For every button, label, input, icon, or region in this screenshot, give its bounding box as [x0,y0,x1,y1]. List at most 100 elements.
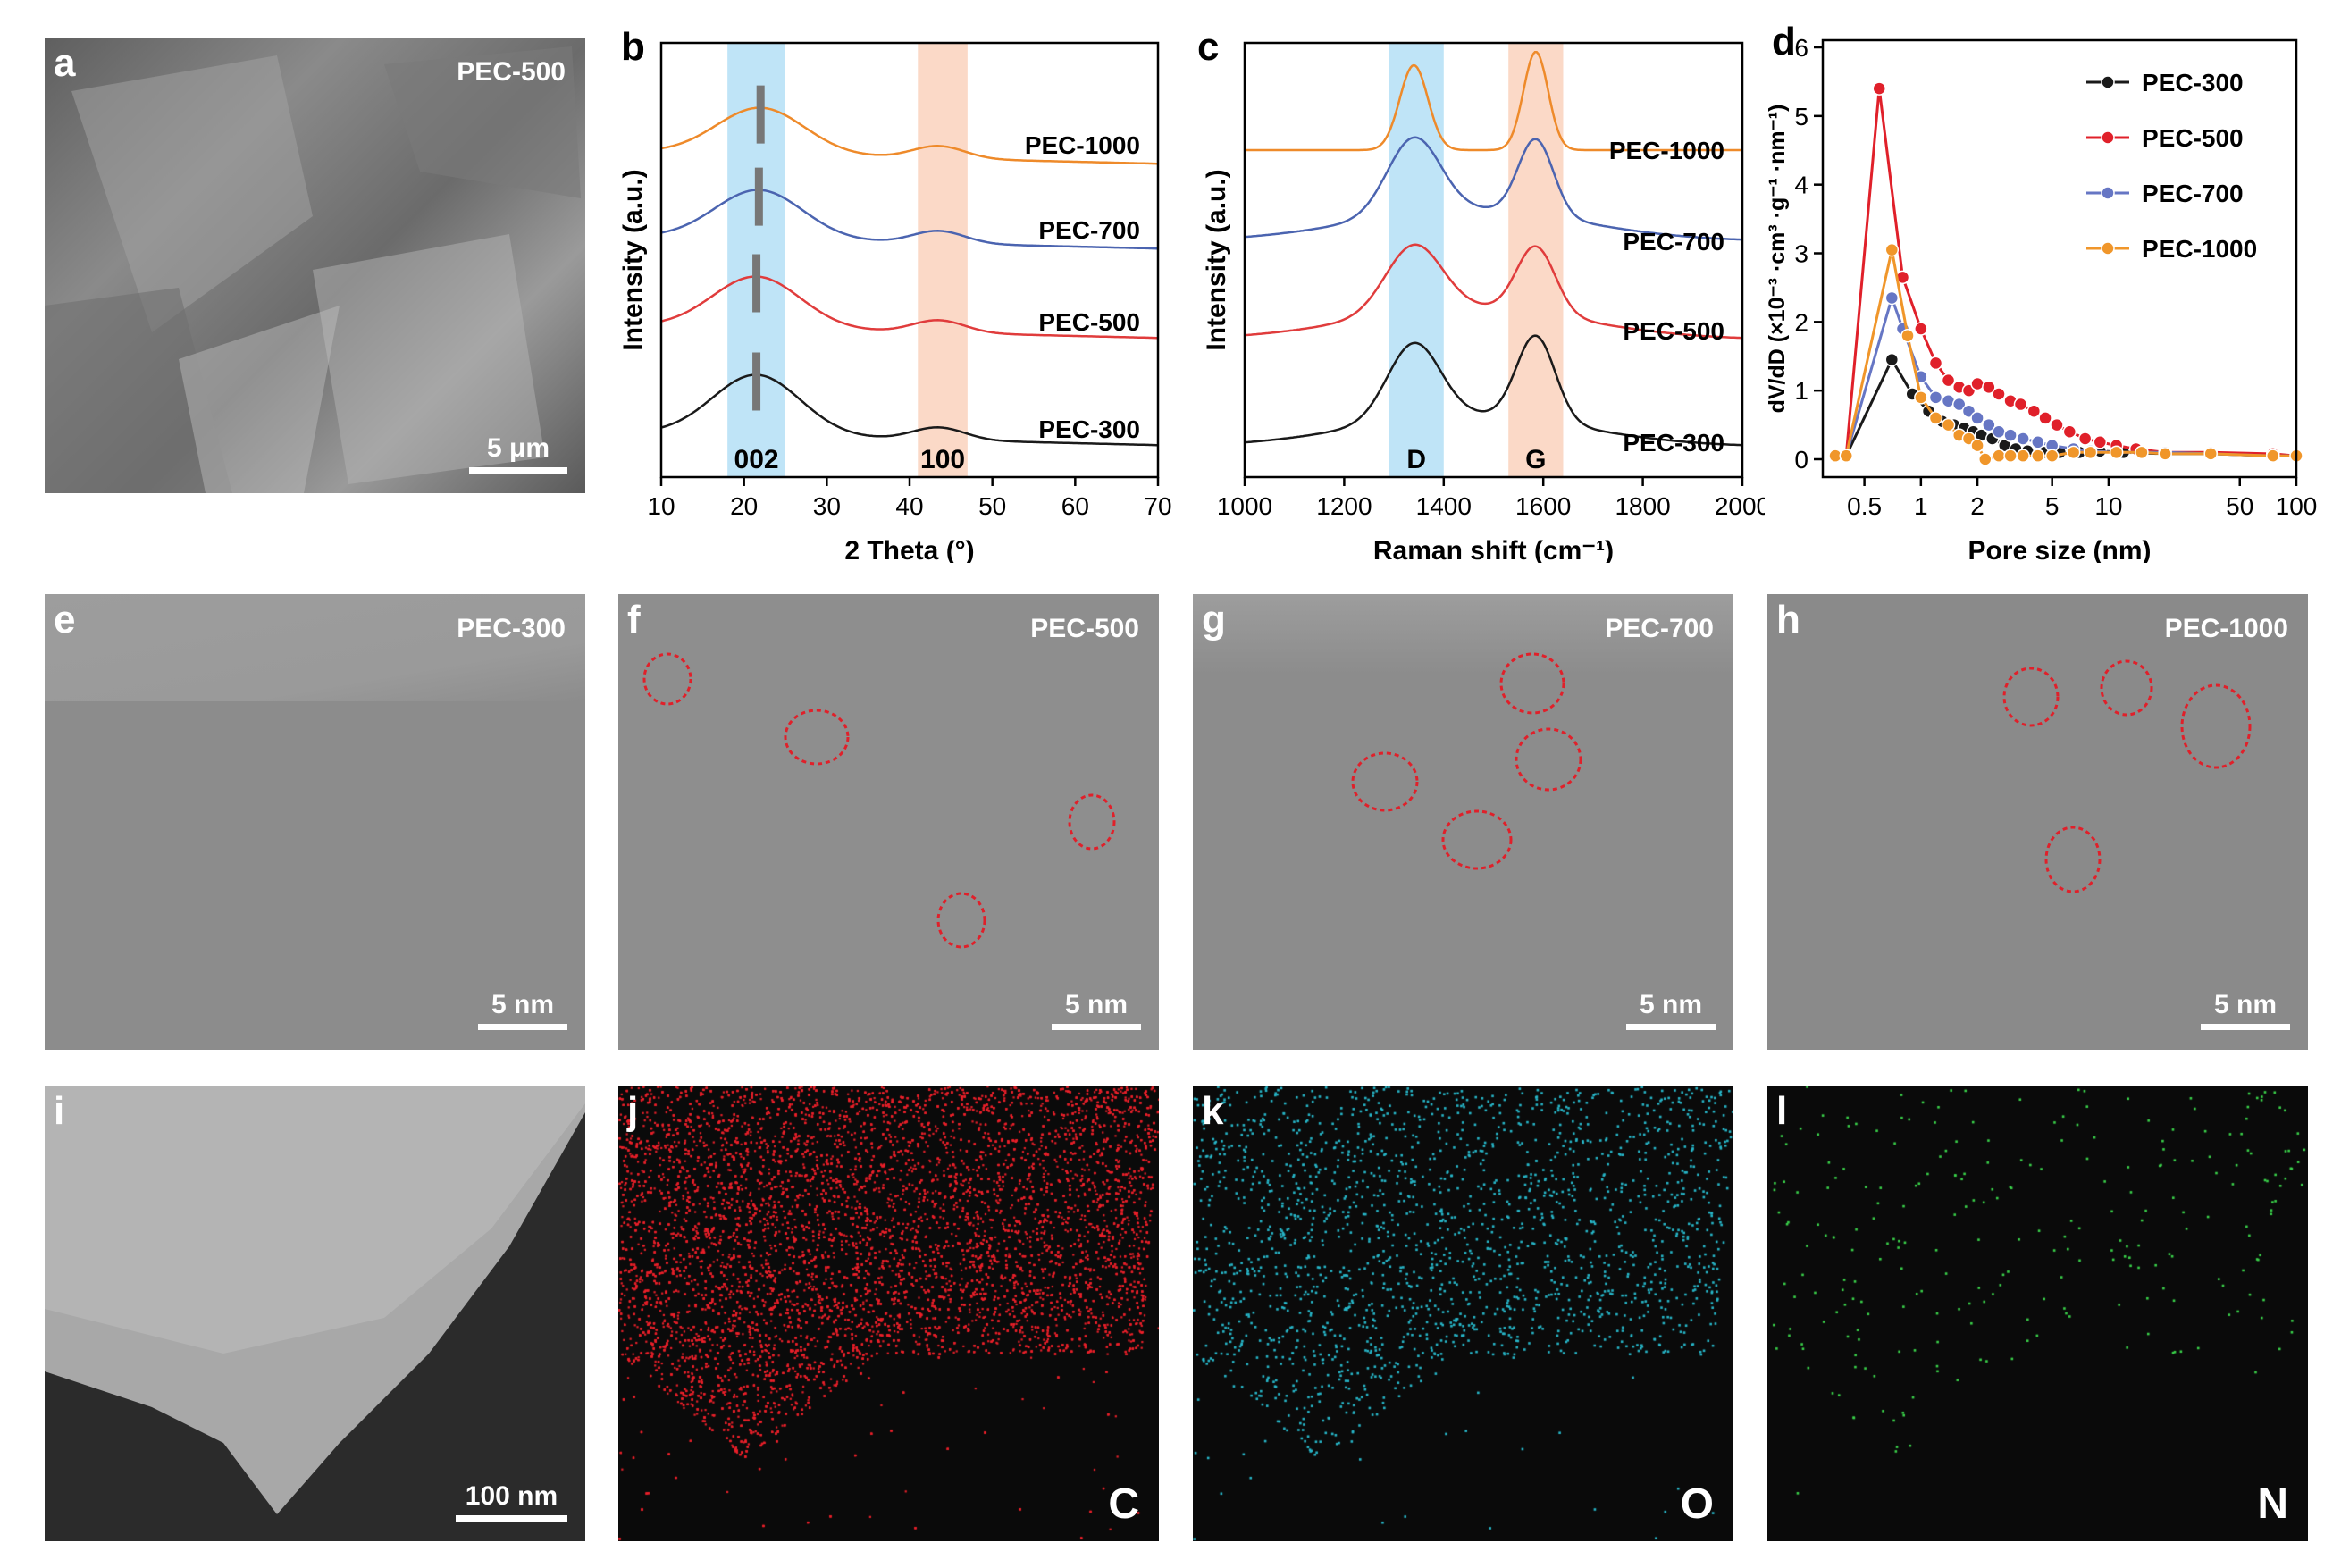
x-tick-label: 1400 [1416,492,1472,520]
disorder-markers [1351,652,1582,870]
y-axis-label: Intensity (a.u.) [1202,169,1231,350]
data-point-pec-1000 [1970,438,1984,453]
data-point-pec-500 [2050,417,2064,432]
disorder-markers [2002,659,2252,893]
y-tick-label: 2 [1794,308,1808,336]
band-label-g: G [1525,445,1546,474]
panel-h-tem-image: h PEC-1000 5 nm [1767,594,2308,1050]
series-label-pec-300: PEC-300 [1623,429,1724,457]
data-point-pec-1000 [2003,449,2018,463]
data-point-pec-1000 [1900,328,1915,343]
panel-g-scale-bar: 5 nm [1626,990,1716,1030]
data-point-pec-500 [1970,376,1984,391]
data-point-pec-500 [2093,435,2108,449]
x-axis-label: Pore size (nm) [1968,536,2151,563]
y-axis-label: dV/dD (×10⁻³ ·cm³ ·g⁻¹ ·nm⁻¹) [1765,105,1790,414]
data-point-pec-300 [1884,352,1900,367]
x-tick-label: 2 [1970,492,1984,520]
scale-bar-line [478,1024,567,1030]
vacuum-region [45,594,585,701]
panel-f-scale-bar: 5 nm [1052,990,1141,1030]
series-label-pec-500: PEC-500 [1623,317,1724,345]
panel-e-sample-label: PEC-300 [457,614,566,643]
x-tick-label: 50 [978,492,1006,520]
data-point-pec-700 [1970,411,1984,425]
data-point-pec-500 [1914,322,1928,336]
series-line-pec-1000 [660,106,1158,165]
x-tick-label: 30 [813,492,841,520]
panel-a-sem-image: a PEC-500 5 μm [45,38,585,493]
disorder-markers [642,652,1116,949]
panel-letter-k: k [1202,1089,1224,1133]
x-tick-label: 100 [2276,492,2318,520]
panel-letter-i: i [54,1089,65,1133]
panel-letter-h: h [1776,598,1800,641]
series-line-pec-300 [660,373,1158,447]
x-tick-label: 2000 [1715,492,1765,520]
data-point-pec-500 [1992,387,2006,401]
legend-marker [2101,130,2115,145]
panel-a-sample-label: PEC-500 [457,57,566,87]
data-point-pec-500 [1928,356,1943,371]
x-tick-label: 70 [1144,492,1171,520]
data-point-pec-1000 [2016,449,2030,463]
panel-j-eds-map: j C [618,1086,1159,1541]
series-label-pec-1000: PEC-1000 [1025,131,1140,159]
x-tick-label: 40 [895,492,923,520]
data-point-pec-700 [1982,417,1996,432]
data-point-pec-500 [1941,373,1956,388]
data-point-pec-500 [2077,432,2093,446]
x-tick-label: 0.5 [1847,492,1882,520]
data-point-pec-1000 [1992,449,2006,463]
scale-bar-line [1052,1024,1141,1030]
sem-texture [45,46,581,493]
highlight-band-g [1508,43,1564,477]
data-point-pec-1000 [1839,449,1853,463]
data-point-pec-1000 [2266,449,2280,463]
legend-marker [2101,241,2115,256]
panel-letter-c: c [1197,25,1220,69]
series-line-pec-500 [660,275,1158,340]
data-point-pec-700 [1992,424,2006,440]
data-point-pec-1000 [2109,445,2124,460]
legend-label-pec-1000: PEC-1000 [2142,235,2257,263]
data-point-pec-1000 [2044,449,2060,463]
series-label-pec-300: PEC-300 [1038,415,1140,443]
panel-i-scale-label: 100 nm [465,1481,558,1511]
y-tick-label: 4 [1794,172,1808,199]
legend-marker [2101,75,2115,89]
panel-letter-f: f [627,598,641,641]
panel-g-scale-label: 5 nm [1639,990,1703,1019]
series-label-pec-1000: PEC-1000 [1609,137,1724,164]
panel-f-sample-label: PEC-500 [1030,614,1139,643]
series-line-pec-700 [660,189,1158,250]
data-point-pec-1000 [2066,445,2081,460]
data-point-pec-1000 [1884,242,1900,257]
y-tick-label: 6 [1794,34,1808,62]
x-axis-label: Raman shift (cm⁻¹) [1373,536,1614,563]
panel-letter-d: d [1772,20,1796,63]
data-point-pec-1000 [2203,447,2218,461]
plot-frame [1243,41,1744,479]
data-point-pec-500 [1982,380,1996,395]
series-label-pec-700: PEC-700 [1623,228,1724,256]
y-tick-label: 3 [1794,240,1808,268]
scale-bar-line [456,1515,567,1522]
eds-dots [618,1086,1159,1541]
panel-e-scale-label: 5 nm [491,990,555,1019]
panel-e-scale-bar: 5 nm [478,990,567,1030]
data-point-pec-700 [2003,428,2018,442]
x-tick-label: 1200 [1316,492,1372,520]
data-point-pec-700 [1928,390,1943,405]
x-tick-label: 10 [647,492,675,520]
vacuum-region [1193,594,1733,675]
series-line-pec-1000 [1245,50,1742,152]
plot-frame [1821,38,2298,479]
series-label-pec-500: PEC-500 [1038,308,1140,336]
band-label-d: D [1406,445,1426,474]
data-point-pec-700 [2016,432,2030,446]
data-point-pec-1000 [2031,449,2045,463]
x-axis-label: 2 Theta (°) [844,536,974,563]
band-label-100: 100 [920,445,965,474]
panel-f-tem-image: f PEC-500 5 nm [618,594,1159,1050]
